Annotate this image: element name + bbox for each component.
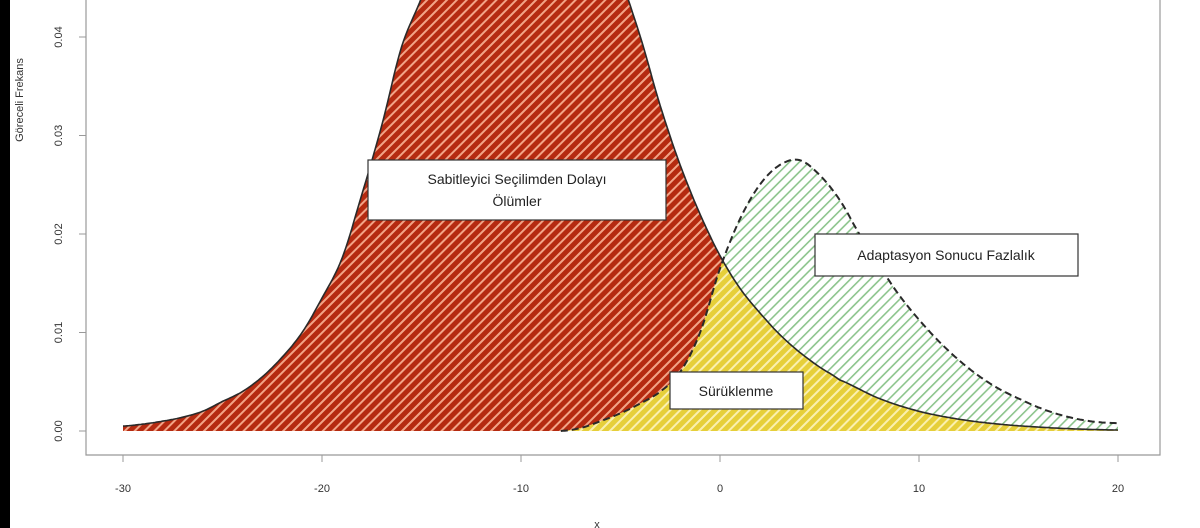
series-solid-line	[122, 0, 1118, 431]
x-tick-label: 20	[1112, 483, 1124, 495]
x-tick-label: -20	[314, 483, 330, 495]
annotation-line: Sabitleyici Seçilimden Dolayı	[428, 171, 607, 187]
series-dashed-line	[560, 158, 1118, 432]
left-black-border	[0, 0, 10, 528]
x-axis-label: x	[594, 519, 600, 528]
annotation-drift: Sürüklenme	[669, 371, 804, 410]
x-tick-label: -30	[115, 483, 131, 495]
x-tick-label: 0	[717, 483, 723, 495]
y-tick-label: 0.03	[53, 125, 65, 146]
x-tick-label: -10	[513, 483, 529, 495]
annotation-stabilizing-selection: Sabitleyici Seçilimden Dolayı Ölümler	[367, 159, 667, 221]
x-tick-label: 10	[913, 483, 925, 495]
axis-frame	[85, 0, 1161, 456]
annotation-line: Adaptasyon Sonucu Fazlalık	[857, 247, 1035, 263]
y-axis-label: Göreceli Frekans	[14, 58, 26, 142]
annotation-line: Ölümler	[492, 192, 541, 209]
y-tick-label: 0.01	[53, 322, 65, 343]
y-tick-label: 0.00	[53, 420, 65, 441]
y-tick-label: 0.04	[53, 26, 65, 47]
annotation-adaptation-surplus: Adaptasyon Sonucu Fazlalık	[814, 233, 1079, 277]
y-tick-label: 0.02	[53, 223, 65, 244]
annotation-line: Sürüklenme	[699, 383, 774, 399]
